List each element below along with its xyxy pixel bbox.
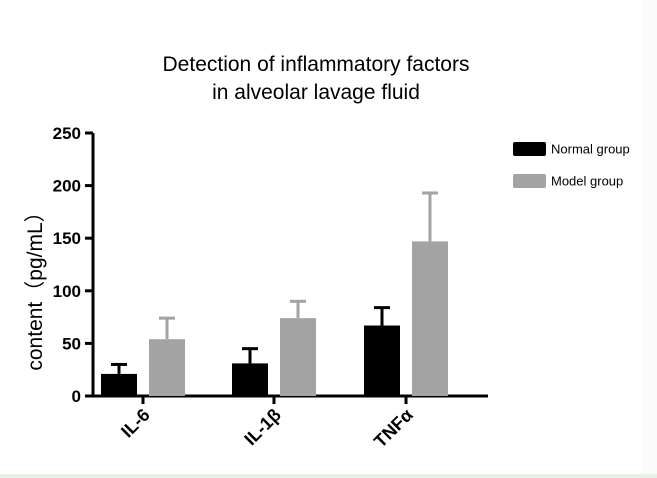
y-tick-label: 100	[53, 282, 81, 301]
legend-swatch-model-group	[513, 174, 546, 188]
legend: Normal group Model group	[513, 142, 630, 189]
y-tick-label: 250	[53, 124, 81, 143]
chart-title-line-2: in alveolar lavage fluid	[212, 81, 420, 104]
x-tick-label: IL-1β	[240, 405, 285, 450]
legend-label-model-group: Model group	[551, 174, 623, 189]
plot-area: 0 50 100 150 200 250 IL-6 IL-1β TNFα	[53, 124, 488, 451]
y-tick-label: 50	[62, 334, 81, 353]
bar-model-group	[280, 318, 316, 396]
bar-model-group	[412, 241, 448, 396]
y-axis-label: content（pg/mL）	[24, 201, 47, 370]
bar-normal-group	[364, 325, 400, 396]
bar-normal-group	[101, 373, 137, 396]
chart-title-line-1: Detection of inflammatory factors	[163, 53, 470, 76]
bottom-border-strip	[0, 474, 657, 478]
y-tick-label: 200	[53, 177, 81, 196]
y-tick-label: 150	[53, 229, 81, 248]
y-tick-label: 0	[72, 387, 81, 406]
bar-normal-group	[232, 363, 268, 396]
x-tick-label: IL-6	[117, 405, 154, 442]
right-margin-strip	[642, 0, 657, 474]
bar-model-group	[149, 339, 185, 396]
x-tick-label: TNFα	[370, 405, 417, 452]
legend-label-normal-group: Normal group	[551, 142, 630, 157]
legend-swatch-normal-group	[513, 142, 546, 156]
